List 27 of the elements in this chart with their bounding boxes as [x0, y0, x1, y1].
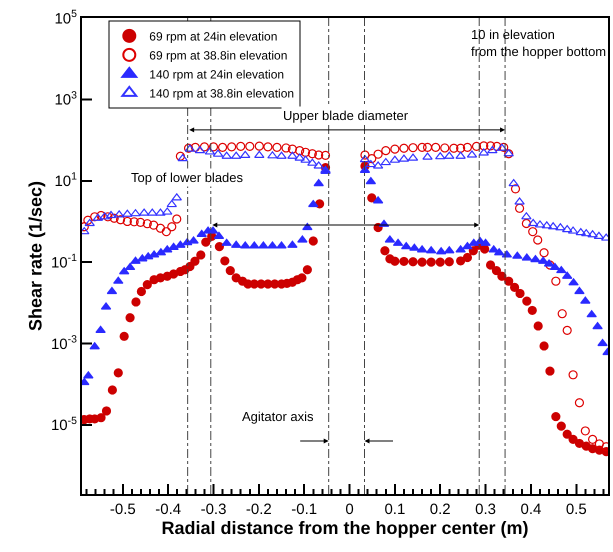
x-tick-label: 0.5	[566, 501, 587, 518]
legend-label: 69 rpm at 38.8in elevation	[149, 48, 288, 63]
y-tick-label: 10$^{5}$	[54, 8, 78, 28]
legend-label: 140 rpm at 38.8in elevation	[149, 86, 294, 101]
x-tick-label: 0.1	[384, 501, 406, 518]
y-tick-label: 10$^{-5}$	[50, 414, 78, 434]
y-axis-title: Shear rate (1/sec)	[26, 180, 46, 332]
legend-label: 140 rpm at 24in elevation	[149, 68, 284, 82]
y-tick-label: 10$^{1}$	[54, 170, 78, 190]
annotation: Top of lower blades	[131, 170, 244, 185]
x-tick-label: 0	[345, 501, 354, 518]
legend-label: 69 rpm at 24in elevation	[149, 30, 278, 44]
annotation: Upper blade diameter	[283, 108, 409, 123]
y-tick-label: 10$^{-1}$	[50, 252, 78, 272]
x-tick-label: -0.1	[291, 501, 318, 518]
y-tick-label: 10$^{3}$	[54, 89, 78, 109]
x-axis-title: Radial distance from the hopper center (m)	[161, 518, 529, 538]
x-tick-label: 0.2	[430, 501, 451, 518]
annotation: 10 in elevation from the hopper bottom	[471, 27, 606, 59]
annotation: Agitator axis	[242, 409, 314, 424]
x-tick-label: -0.4	[155, 501, 182, 518]
x-tick-label: -0.5	[110, 501, 136, 518]
x-tick-label: 0.3	[475, 501, 496, 518]
x-tick-label: 0.4	[520, 501, 542, 518]
x-tick-label: -0.3	[200, 501, 226, 518]
y-tick-label: 10$^{-3}$	[50, 333, 78, 353]
x-tick-label: -0.2	[246, 501, 272, 518]
